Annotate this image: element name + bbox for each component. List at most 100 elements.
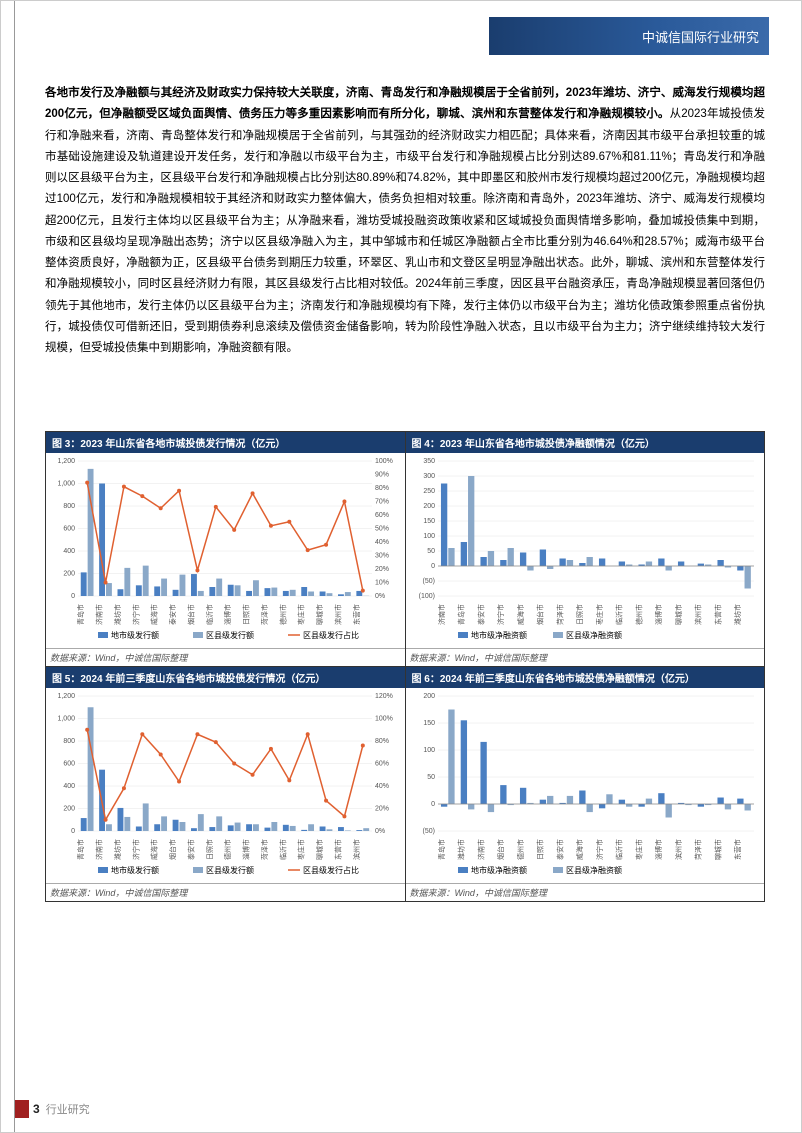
svg-text:100: 100: [423, 747, 435, 754]
svg-text:1,000: 1,000: [57, 481, 75, 488]
svg-text:德州市: 德州市: [223, 839, 232, 860]
svg-text:潍坊市: 潍坊市: [113, 604, 122, 625]
svg-text:烟台市: 烟台市: [535, 604, 544, 625]
svg-text:50: 50: [427, 774, 435, 781]
footer-label: 行业研究: [46, 1101, 90, 1117]
svg-text:枣庄市: 枣庄市: [297, 839, 306, 860]
svg-text:100: 100: [423, 533, 435, 540]
svg-text:300: 300: [423, 473, 435, 480]
svg-text:枣庄市: 枣庄市: [594, 604, 603, 625]
svg-text:东营市: 东营市: [352, 604, 361, 625]
svg-text:济宁市: 济宁市: [131, 604, 140, 625]
svg-text:1,000: 1,000: [57, 716, 75, 723]
svg-text:济宁市: 济宁市: [496, 604, 505, 625]
svg-text:0%: 0%: [375, 828, 385, 835]
svg-text:0: 0: [71, 828, 75, 835]
svg-text:200: 200: [423, 693, 435, 700]
svg-text:临沂市: 临沂市: [614, 839, 623, 860]
svg-text:济南市: 济南市: [436, 604, 445, 625]
svg-text:1,200: 1,200: [57, 458, 75, 465]
svg-text:德州市: 德州市: [515, 839, 524, 860]
body-paragraph: 各地市发行及净融额与其经济及财政实力保持较大关联度，济南、青岛发行和净融规模居于…: [45, 83, 765, 359]
chart-4-box: 图 4：2023 年山东省各地市城投债净融额情况（亿元） (100)(50)05…: [406, 431, 766, 667]
svg-text:日照市: 日照市: [575, 604, 584, 625]
svg-text:菏泽市: 菏泽市: [693, 839, 702, 860]
svg-text:400: 400: [63, 783, 75, 790]
svg-text:东营市: 东营市: [733, 839, 742, 860]
svg-text:600: 600: [63, 761, 75, 768]
footer-page-number: 3: [33, 1102, 40, 1116]
svg-text:地市级净融资额: 地市级净融资额: [471, 865, 527, 875]
svg-text:(100): (100): [418, 593, 434, 600]
svg-text:日照市: 日照市: [535, 839, 544, 860]
svg-text:聊城市: 聊城市: [315, 604, 324, 625]
svg-text:地市级发行额: 地市级发行额: [111, 865, 159, 875]
chart-3-title: 图 3：2023 年山东省各地市城投债发行情况（亿元）: [46, 432, 405, 453]
svg-text:烟台市: 烟台市: [496, 839, 505, 860]
svg-text:150: 150: [423, 518, 435, 525]
svg-text:济宁市: 济宁市: [131, 839, 140, 860]
svg-text:菏泽市: 菏泽市: [555, 604, 564, 625]
page-footer: 3 行业研究: [15, 1100, 90, 1118]
chart-6-source: 数据来源：Wind，中诚信国际整理: [406, 883, 765, 901]
svg-text:德州市: 德州市: [634, 604, 643, 625]
svg-text:济南市: 济南市: [476, 839, 485, 860]
svg-text:区县级发行额: 区县级发行额: [206, 630, 254, 640]
svg-text:250: 250: [423, 488, 435, 495]
header-title: 中诚信国际行业研究: [642, 27, 759, 46]
svg-text:聊城市: 聊城市: [673, 604, 682, 625]
svg-text:聊城市: 聊城市: [713, 839, 722, 860]
svg-text:青岛市: 青岛市: [76, 604, 85, 625]
svg-text:120%: 120%: [375, 693, 393, 700]
svg-text:800: 800: [63, 503, 75, 510]
chart-4-body: (100)(50)050100150200250300350济南市青岛市泰安市济…: [406, 453, 765, 648]
svg-text:600: 600: [63, 526, 75, 533]
svg-text:济南市: 济南市: [95, 604, 104, 625]
svg-text:菏泽市: 菏泽市: [260, 604, 269, 625]
svg-text:地市级发行额: 地市级发行额: [111, 630, 159, 640]
svg-text:200: 200: [63, 806, 75, 813]
svg-text:区县级净融资额: 区县级净融资额: [566, 865, 622, 875]
svg-text:区县级净融资额: 区县级净融资额: [566, 630, 622, 640]
svg-text:区县级发行占比: 区县级发行占比: [303, 865, 359, 875]
svg-text:威海市: 威海市: [150, 604, 159, 625]
svg-text:临沂市: 临沂市: [205, 604, 214, 625]
svg-text:济宁市: 济宁市: [594, 839, 603, 860]
svg-text:区县级发行占比: 区县级发行占比: [303, 630, 359, 640]
svg-text:泰安市: 泰安市: [476, 604, 485, 625]
svg-text:100%: 100%: [375, 458, 393, 465]
svg-text:滨州市: 滨州市: [352, 839, 361, 860]
header-banner: 中诚信国际行业研究: [489, 17, 769, 55]
svg-text:泰安市: 泰安市: [186, 839, 195, 860]
chart-5-body: 02004006008001,0001,2000%20%40%60%80%100…: [46, 688, 405, 883]
svg-text:滨州市: 滨州市: [673, 839, 682, 860]
left-margin-bar: [1, 1, 15, 1132]
svg-text:800: 800: [63, 738, 75, 745]
svg-text:40%: 40%: [375, 783, 389, 790]
svg-text:地市级净融资额: 地市级净融资额: [471, 630, 527, 640]
body-rest: 从2023年城投债发行和净融来看，济南、青岛整体发行和净融规模居于全省前列，与其…: [45, 108, 765, 354]
svg-text:400: 400: [63, 548, 75, 555]
svg-text:0: 0: [431, 801, 435, 808]
svg-text:临沂市: 临沂市: [614, 604, 623, 625]
svg-text:20%: 20%: [375, 566, 389, 573]
chart-5-source: 数据来源：Wind，中诚信国际整理: [46, 883, 405, 901]
svg-text:50%: 50%: [375, 526, 389, 533]
svg-text:滨州市: 滨州市: [693, 604, 702, 625]
svg-text:聊城市: 聊城市: [315, 839, 324, 860]
svg-text:30%: 30%: [375, 553, 389, 560]
svg-text:临沂市: 临沂市: [278, 839, 287, 860]
svg-text:200: 200: [63, 571, 75, 578]
chart-6-title: 图 6：2024 年前三季度山东省各地市城投债净融额情况（亿元）: [406, 667, 765, 688]
svg-text:50: 50: [427, 548, 435, 555]
chart-3-body: 02004006008001,0001,2000%10%20%30%40%50%…: [46, 453, 405, 648]
svg-text:日照市: 日照市: [242, 604, 251, 625]
chart-5-title: 图 5：2024 年前三季度山东省各地市城投债发行情况（亿元）: [46, 667, 405, 688]
svg-text:烟台市: 烟台市: [168, 839, 177, 860]
svg-text:200: 200: [423, 503, 435, 510]
svg-text:青岛市: 青岛市: [76, 839, 85, 860]
chart-5-box: 图 5：2024 年前三季度山东省各地市城投债发行情况（亿元） 0 200 400 6…: [45, 667, 406, 902]
svg-text:威海市: 威海市: [515, 604, 524, 625]
svg-text:区县级发行额: 区县级发行额: [206, 865, 254, 875]
svg-text:60%: 60%: [375, 512, 389, 519]
